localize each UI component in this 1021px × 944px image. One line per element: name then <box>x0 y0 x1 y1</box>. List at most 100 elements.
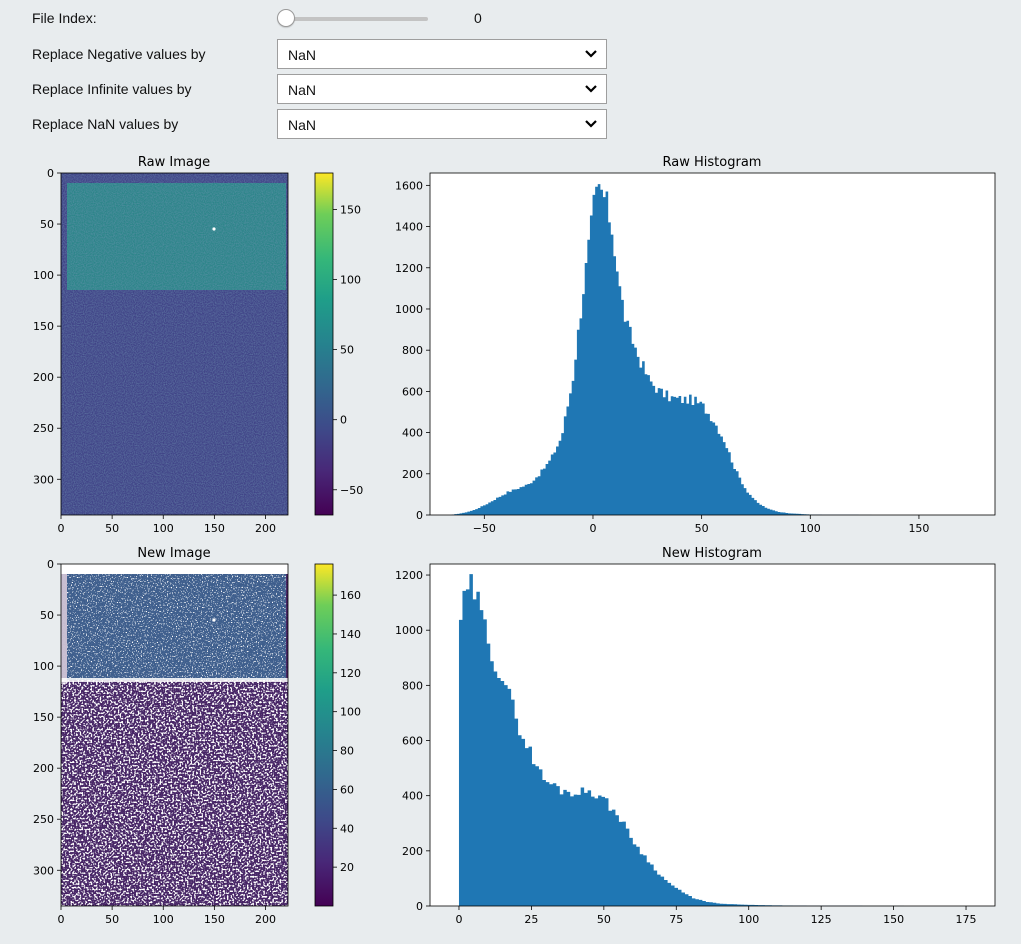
new-image-hotpixel <box>212 618 216 622</box>
new-histogram-panel: New Histogram 0 25 50 75 100 125 150 175 0 200 400… <box>395 546 996 926</box>
figure-plots: Raw Image 0 50 100 150 200050100150200250300… <box>33 155 996 926</box>
y-tick-label: 600 <box>402 735 423 748</box>
y-tick-label: 200 <box>402 468 423 481</box>
x-tick-label: 50 <box>105 522 119 535</box>
replace-infinite-select[interactable]: NaN <box>277 74 607 104</box>
new-image-nan-specks <box>61 680 288 906</box>
x-tick-label: 0 <box>58 913 65 926</box>
x-tick-label: 100 <box>153 913 174 926</box>
new-image-title: New Image <box>137 546 210 561</box>
x-tick-label: 150 <box>908 522 929 535</box>
y-tick-label: 400 <box>402 790 423 803</box>
raw-image-panel: Raw Image 0 50 100 150 200 0 50 100 150 200 250 300… <box>33 155 363 535</box>
x-tick-label: 0 <box>589 522 596 535</box>
replace-infinite-value: NaN <box>288 82 317 98</box>
new-histogram-frame <box>429 563 996 907</box>
y-tick-label: 50 <box>40 218 54 231</box>
new-colorbar <box>314 563 334 907</box>
x-tick-label: 50 <box>597 913 611 926</box>
raw-histogram-bars <box>451 184 877 515</box>
y-tick-label: 1600 <box>395 179 423 192</box>
y-tick-label: 0 <box>47 558 54 571</box>
raw-image-frame <box>60 172 289 516</box>
y-tick-label: 300 <box>33 864 54 877</box>
x-tick-label: 25 <box>524 913 538 926</box>
new-image-top-nan-strip <box>61 564 288 574</box>
colorbar-tick-label: 0 <box>340 414 347 427</box>
raw-histogram-frame <box>429 172 996 516</box>
x-tick-label: 150 <box>204 913 225 926</box>
file-index-slider-track[interactable] <box>284 17 428 21</box>
colorbar-tick-label: 150 <box>340 203 361 216</box>
colorbar-tick-label: 160 <box>340 589 361 602</box>
replace-nan-select[interactable]: NaN <box>277 109 607 139</box>
new-image-panel: New Image 0 50 100 150 200 0 50 100 150 200 250 300… <box>33 546 361 926</box>
raw-image-hotpixel <box>212 227 216 231</box>
chevron-down-icon <box>585 50 597 58</box>
colorbar-tick-label: 20 <box>340 861 354 874</box>
colorbar-tick-label: 100 <box>340 706 361 719</box>
y-tick-label: 1200 <box>395 569 423 582</box>
replace-negative-select[interactable]: NaN <box>277 39 607 69</box>
raw-colorbar <box>314 172 334 516</box>
y-tick-label: 300 <box>33 473 54 486</box>
y-tick-label: 0 <box>47 167 54 180</box>
y-tick-label: 100 <box>33 660 54 673</box>
x-tick-label: 75 <box>669 913 683 926</box>
y-tick-label: 200 <box>33 371 54 384</box>
x-tick-label: 200 <box>255 522 276 535</box>
replace-negative-label: Replace Negative values by <box>32 46 206 62</box>
x-tick-label: 125 <box>811 913 832 926</box>
y-tick-label: 150 <box>33 711 54 724</box>
new-image-frame <box>60 563 289 907</box>
new-image-band-edge <box>61 678 288 682</box>
y-tick-label: 0 <box>416 900 423 913</box>
chevron-down-icon <box>585 85 597 93</box>
y-tick-label: 1400 <box>395 221 423 234</box>
chevron-down-icon <box>585 120 597 128</box>
y-tick-label: 1200 <box>395 262 423 275</box>
y-tick-label: 200 <box>402 845 423 858</box>
y-tick-label: 600 <box>402 385 423 398</box>
x-tick-label: −50 <box>473 522 496 535</box>
colorbar-tick-label: 100 <box>340 274 361 287</box>
x-tick-label: 50 <box>695 522 709 535</box>
x-tick-label: 0 <box>455 913 462 926</box>
colorbar-tick-label: 80 <box>340 745 354 758</box>
y-tick-label: 50 <box>40 609 54 622</box>
replace-negative-value: NaN <box>288 47 317 63</box>
raw-histogram-title: Raw Histogram <box>663 155 762 170</box>
x-tick-label: 50 <box>105 913 119 926</box>
colorbar-tick-label: 120 <box>340 667 361 680</box>
raw-histogram-panel: Raw Histogram −50 0 50 100 150 0 200 400 600 800 1… <box>395 155 996 535</box>
x-tick-label: 200 <box>255 913 276 926</box>
y-tick-label: 800 <box>402 679 423 692</box>
x-tick-label: 100 <box>800 522 821 535</box>
raw-image-noise <box>61 173 288 515</box>
x-tick-label: 0 <box>58 522 65 535</box>
colorbar-tick-label: 140 <box>340 628 361 641</box>
new-histogram-bars <box>458 574 925 906</box>
x-tick-label: 150 <box>204 522 225 535</box>
replace-nan-label: Replace NaN values by <box>32 116 179 132</box>
new-image-nan-specks-top <box>67 574 286 680</box>
file-index-slider-handle[interactable] <box>277 9 295 27</box>
y-tick-label: 250 <box>33 422 54 435</box>
x-tick-label: 100 <box>738 913 759 926</box>
raw-image-title: Raw Image <box>138 155 210 170</box>
y-tick-label: 1000 <box>395 303 423 316</box>
new-image-left-nan-strip <box>61 564 67 684</box>
y-tick-label: 250 <box>33 813 54 826</box>
new-histogram-title: New Histogram <box>662 546 762 561</box>
replace-nan-value: NaN <box>288 117 317 133</box>
x-tick-label: 100 <box>153 522 174 535</box>
colorbar-tick-label: 40 <box>340 822 354 835</box>
colorbar-tick-label: −50 <box>340 484 363 497</box>
x-tick-label: 150 <box>883 913 904 926</box>
x-tick-label: 175 <box>956 913 977 926</box>
y-tick-label: 400 <box>402 427 423 440</box>
colorbar-tick-label: 50 <box>340 344 354 357</box>
replace-infinite-label: Replace Infinite values by <box>32 81 192 97</box>
y-tick-label: 800 <box>402 344 423 357</box>
y-tick-label: 200 <box>33 762 54 775</box>
